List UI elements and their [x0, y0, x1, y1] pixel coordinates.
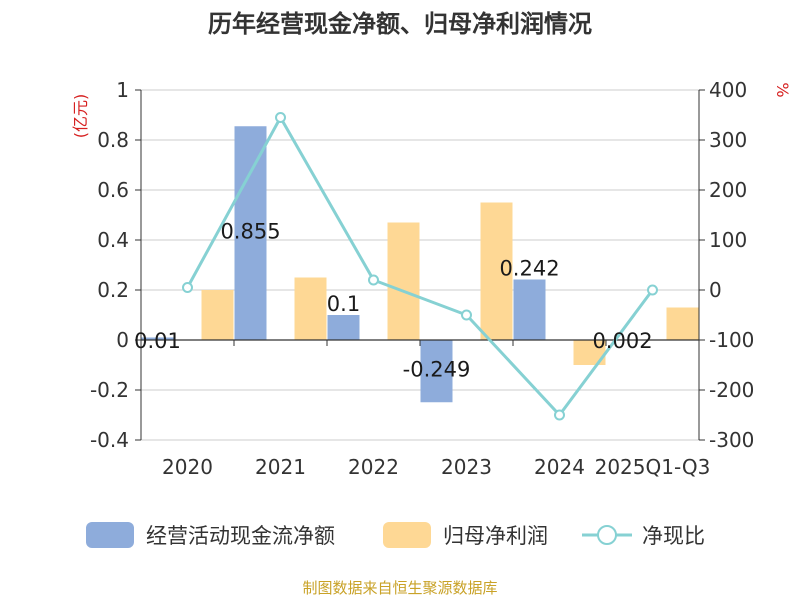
y-right-tick-label: -300	[709, 428, 754, 452]
ratio-line	[182, 112, 658, 421]
grid	[141, 89, 699, 441]
y-left-tick-label: 0.4	[97, 228, 129, 252]
cash-flow-bar	[327, 315, 360, 340]
legend-label: 经营活动现金流净额	[146, 524, 335, 548]
data-labels: 0.01 0.855 0.1 -0.249 0.242 0.002	[134, 219, 652, 381]
legend-label: 归母净利润	[443, 524, 548, 548]
y-right-tick-label: 200	[709, 178, 747, 202]
y-left-tick-label: 1	[116, 78, 129, 102]
cash-flow-data-label: 0.1	[327, 292, 360, 316]
ratio-point	[554, 409, 565, 421]
source-note: 制图数据来自恒生聚源数据库	[302, 579, 497, 597]
ratio-point	[647, 284, 658, 296]
ratio-point	[275, 112, 286, 123]
y-left-tick-label: 0.8	[97, 128, 129, 152]
x-tick-label: 2023	[441, 455, 492, 479]
y-right-tick-label: 400	[709, 78, 747, 102]
y-right-tick-label: 100	[709, 228, 747, 252]
cash-flow-bar	[420, 340, 453, 403]
net-profit-bar	[201, 290, 234, 340]
ratio-point	[368, 274, 379, 286]
ratio-point	[461, 309, 472, 321]
y-left-unit: (亿元)	[71, 94, 90, 139]
y-left-tick-label: 0	[116, 328, 129, 352]
cash-flow-data-label: 0.855	[220, 219, 280, 243]
y-right-tick-label: 300	[709, 128, 747, 152]
axes: -0.4 -0.2 0 0.2 0.4 0.6 0.8 1 -300 -200 -100 0 100 20…	[90, 78, 754, 479]
y-left-tick-label: 0.6	[97, 178, 129, 202]
y-right-tick-label: -100	[709, 328, 754, 352]
net-profit-bar	[294, 277, 327, 340]
net-profit-bar	[480, 202, 513, 340]
legend-label: 净现比	[642, 524, 705, 548]
ratio-point	[182, 282, 193, 293]
legend-swatch-marker	[597, 525, 617, 545]
cash-flow-data-label: 0.002	[592, 329, 652, 353]
x-tick-label: 2025Q1-Q3	[595, 455, 711, 479]
y-left-tick-label: -0.4	[90, 428, 129, 452]
legend-swatch-bar	[383, 522, 431, 548]
chart-title: 历年经营现金净额、归母净利润情况	[208, 10, 592, 38]
x-tick-label: 2022	[348, 455, 399, 479]
cash-flow-bar	[513, 279, 546, 340]
net-profit-bar	[666, 307, 699, 340]
y-right-unit: %	[773, 82, 792, 97]
cash-flow-data-label: -0.249	[403, 357, 471, 381]
y-left-tick-label: -0.2	[90, 378, 129, 402]
x-tick-label: 2024	[534, 455, 585, 479]
y-left-tick-label: 0.2	[97, 278, 129, 302]
x-tick-label: 2020	[162, 455, 213, 479]
net-profit-bar	[387, 222, 420, 340]
legend: 经营活动现金流净额 归母净利润 净现比	[86, 522, 705, 548]
y-right-tick-label: -200	[709, 378, 754, 402]
cash-flow-data-label: 0.242	[499, 257, 559, 281]
legend-swatch-bar	[86, 522, 134, 548]
x-tick-label: 2021	[255, 455, 306, 479]
cash-flow-data-label: 0.01	[134, 329, 181, 353]
ratio-line-path	[186, 114, 654, 418]
bars	[141, 126, 699, 403]
cash-flow-bar	[234, 126, 267, 340]
cash-flow-bar	[141, 337, 174, 340]
y-right-tick-label: 0	[709, 278, 722, 302]
